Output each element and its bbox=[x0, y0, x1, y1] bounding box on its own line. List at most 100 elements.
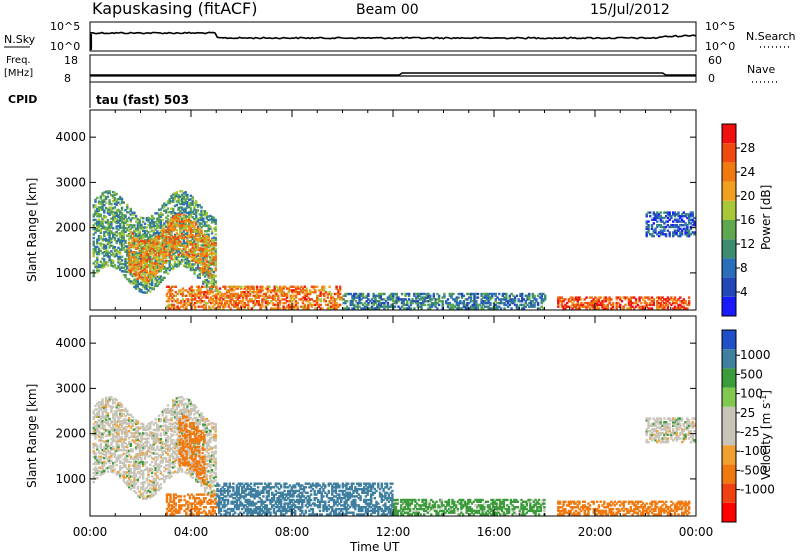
heatmap-cell bbox=[339, 289, 342, 292]
heatmap-cell bbox=[117, 447, 120, 450]
heatmap-cell bbox=[205, 263, 208, 267]
heatmap-cell bbox=[429, 298, 432, 301]
heatmap-cell bbox=[126, 413, 129, 416]
heatmap-cell bbox=[140, 494, 143, 498]
heatmap-cell bbox=[203, 224, 207, 227]
heatmap-cell bbox=[689, 225, 693, 229]
heatmap-cell bbox=[143, 455, 147, 459]
heatmap-cell bbox=[689, 233, 693, 236]
heatmap-cell bbox=[184, 194, 187, 197]
heatmap-cell bbox=[379, 303, 382, 307]
heatmap-cell bbox=[524, 305, 527, 308]
heatmap-cell bbox=[202, 257, 205, 260]
heatmap-cell bbox=[138, 447, 141, 450]
heatmap-cell bbox=[104, 421, 108, 425]
heatmap-cell bbox=[140, 274, 143, 277]
heatmap-cell bbox=[677, 307, 680, 310]
heatmap-cell bbox=[179, 292, 183, 296]
heatmap-cell bbox=[214, 243, 217, 247]
heatmap-cell bbox=[119, 195, 122, 199]
heatmap-cell bbox=[236, 296, 239, 299]
heatmap-cell bbox=[108, 229, 111, 233]
heatmap-cell bbox=[282, 285, 285, 288]
heatmap-cell bbox=[184, 235, 187, 239]
heatmap-cell bbox=[103, 449, 106, 453]
heatmap-cell bbox=[103, 258, 106, 261]
heatmap-cell bbox=[138, 271, 141, 274]
heatmap-cell bbox=[491, 307, 494, 310]
heatmap-cell bbox=[134, 475, 138, 478]
heatmap-cell bbox=[395, 292, 398, 296]
heatmap-cell bbox=[97, 426, 101, 429]
heatmap-cell bbox=[205, 253, 208, 256]
heatmap-cell bbox=[169, 289, 172, 292]
heatmap-cell bbox=[229, 296, 232, 299]
heatmap-cell bbox=[117, 225, 120, 228]
ytick-label: 4000 bbox=[55, 130, 86, 144]
heatmap-cell bbox=[131, 231, 134, 234]
heatmap-cell bbox=[404, 298, 407, 301]
heatmap-cell bbox=[106, 430, 110, 433]
heatmap-cell bbox=[200, 238, 203, 242]
heatmap-cell bbox=[583, 298, 586, 301]
heatmap-cell bbox=[127, 422, 131, 426]
heatmap-cell bbox=[214, 282, 217, 285]
heatmap-cell bbox=[185, 294, 188, 297]
heatmap-cell bbox=[119, 239, 122, 242]
colorbar-tick-label: 12 bbox=[740, 237, 755, 251]
heatmap-cell bbox=[236, 292, 239, 296]
heatmap-cell bbox=[195, 261, 198, 264]
heatmap-cell bbox=[200, 211, 203, 214]
heatmap-cell bbox=[250, 307, 253, 310]
heatmap-cell bbox=[191, 233, 194, 237]
heatmap-cell bbox=[361, 303, 365, 307]
heatmap-cell bbox=[147, 236, 150, 239]
heatmap-cell bbox=[255, 291, 259, 294]
heatmap-cell bbox=[185, 298, 188, 301]
heatmap-cell bbox=[691, 218, 694, 221]
heatmap-cell bbox=[308, 291, 312, 294]
heatmap-cell bbox=[136, 241, 140, 245]
heatmap-cell bbox=[687, 300, 691, 303]
heatmap-cell bbox=[149, 422, 152, 425]
heatmap-cell bbox=[214, 238, 217, 242]
heatmap-cell bbox=[143, 254, 147, 258]
heatmap-cell bbox=[154, 429, 157, 432]
heatmap-cell bbox=[212, 278, 216, 281]
heatmap-cell bbox=[169, 298, 172, 301]
heatmap-cell bbox=[99, 260, 102, 263]
heatmap-cell bbox=[152, 488, 155, 491]
heatmap-cell bbox=[122, 263, 125, 266]
heatmap-cell bbox=[113, 450, 117, 453]
heatmap-cell bbox=[254, 294, 257, 297]
heatmap-cell bbox=[131, 242, 134, 245]
heatmap-cell bbox=[573, 303, 576, 307]
heatmap-cell bbox=[592, 300, 595, 303]
heatmap-cell bbox=[606, 298, 609, 301]
heatmap-cell bbox=[232, 294, 236, 297]
heatmap-cell bbox=[210, 230, 214, 233]
heatmap-cell bbox=[106, 434, 110, 437]
heatmap-cell bbox=[133, 280, 136, 283]
heatmap-cell bbox=[166, 220, 170, 223]
heatmap-cell bbox=[427, 300, 430, 303]
heatmap-cell bbox=[189, 201, 193, 205]
heatmap-cell bbox=[177, 197, 180, 201]
heatmap-cell bbox=[231, 287, 234, 290]
heatmap-cell bbox=[207, 280, 210, 283]
heatmap-cell bbox=[149, 262, 152, 265]
heatmap-cell bbox=[147, 489, 150, 493]
heatmap-cell bbox=[326, 296, 329, 299]
heatmap-cell bbox=[165, 261, 168, 265]
heatmap-cell bbox=[188, 218, 191, 221]
heatmap-cell bbox=[210, 232, 214, 235]
heatmap-cell bbox=[684, 213, 687, 216]
heatmap-cell bbox=[475, 296, 478, 299]
heatmap-cell bbox=[415, 300, 418, 303]
heatmap-cell bbox=[459, 300, 462, 303]
heatmap-cell bbox=[430, 301, 434, 305]
heatmap-cell bbox=[113, 233, 117, 236]
heatmap-cell bbox=[224, 296, 227, 299]
heatmap-cell bbox=[136, 218, 140, 221]
